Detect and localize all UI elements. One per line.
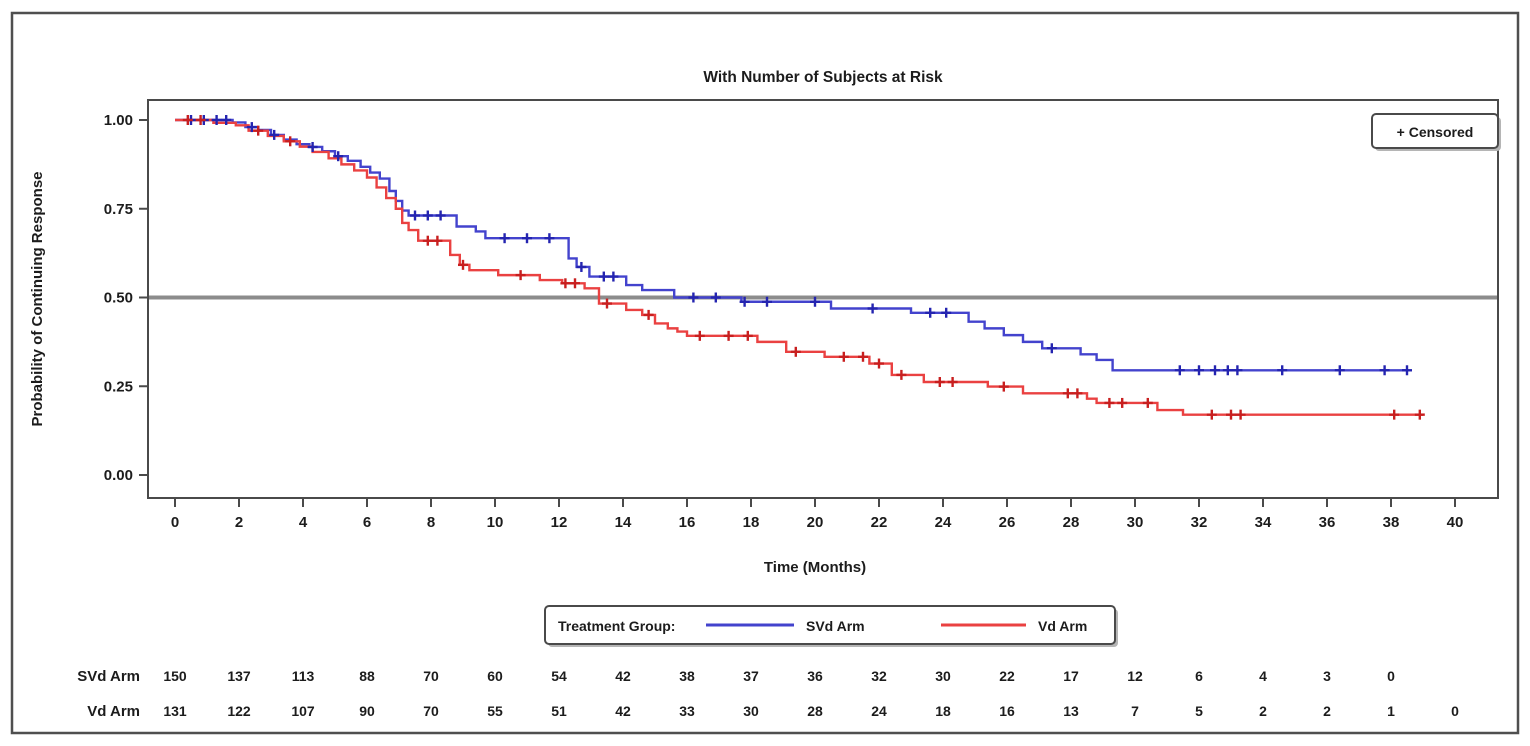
- at-risk-value: 113: [292, 668, 315, 684]
- at-risk-value: 107: [291, 703, 315, 719]
- x-tick-label: 32: [1191, 514, 1208, 531]
- at-risk-row-label-vd: Vd Arm: [87, 703, 140, 720]
- at-risk-value: 18: [935, 703, 951, 719]
- at-risk-value: 17: [1063, 668, 1079, 684]
- km-curve-svd: [175, 118, 1407, 372]
- at-risk-value: 32: [871, 668, 887, 684]
- at-risk-value: 12: [1127, 668, 1143, 684]
- y-tick-label: 0.25: [104, 378, 133, 395]
- x-tick-label: 26: [999, 514, 1016, 531]
- at-risk-value: 3: [1323, 668, 1331, 684]
- at-risk-value: 37: [743, 668, 759, 684]
- x-tick-label: 2: [235, 514, 243, 531]
- at-risk-value: 30: [743, 703, 759, 719]
- x-tick-label: 14: [615, 514, 632, 531]
- figure-border: [10, 11, 1520, 735]
- at-risk-value: 36: [807, 668, 823, 684]
- x-tick-label: 28: [1063, 514, 1080, 531]
- censor-marks-group: [182, 115, 1425, 420]
- at-risk-value: 13: [1063, 703, 1079, 719]
- at-risk-value: 28: [807, 703, 823, 719]
- x-tick-label: 22: [871, 514, 888, 531]
- x-axis-label: Time (Months): [764, 559, 866, 576]
- at-risk-value: 0: [1451, 703, 1459, 719]
- censored-box: + Censored: [1371, 113, 1501, 151]
- at-risk-value: 33: [679, 703, 695, 719]
- at-risk-value: 70: [423, 668, 439, 684]
- x-tick-label: 10: [487, 514, 504, 531]
- at-risk-value: 24: [871, 703, 887, 719]
- x-tick-label: 20: [807, 514, 824, 531]
- x-tick-label: 38: [1383, 514, 1400, 531]
- legend-title: Treatment Group:: [558, 618, 675, 634]
- y-tick-label: 0.00: [104, 467, 133, 484]
- at-risk-value: 2: [1259, 703, 1267, 719]
- at-risk-values-group: 150 137 113 88 70 60 54 42 38 37 36 32 30 22 17 12 6 4 3 01…: [163, 668, 1459, 719]
- at-risk-row-label-svd: SVd Arm: [77, 668, 140, 685]
- at-risk-value: 30: [935, 668, 951, 684]
- censored-box-frame: [1371, 113, 1499, 149]
- at-risk-value: 70: [423, 703, 439, 719]
- km-curve-vd: [175, 118, 1423, 416]
- x-tick-label: 30: [1127, 514, 1144, 531]
- x-tick-label: 12: [551, 514, 568, 531]
- legend-label-svd: SVd Arm: [806, 618, 865, 634]
- at-risk-value: 2: [1323, 703, 1331, 719]
- at-risk-value: 54: [551, 668, 567, 684]
- at-risk-value: 137: [227, 668, 251, 684]
- x-tick-label: 24: [935, 514, 952, 531]
- legend-frame: [544, 605, 1116, 645]
- y-tick-label: 0.75: [104, 201, 133, 218]
- x-tick-label: 18: [743, 514, 760, 531]
- at-risk-value: 38: [679, 668, 695, 684]
- at-risk-value: 1: [1387, 703, 1395, 719]
- x-tick-label: 16: [679, 514, 696, 531]
- censored-label: + Censored: [1397, 124, 1474, 140]
- at-risk-value: 16: [999, 703, 1015, 719]
- chart-title: With Number of Subjects at Risk: [703, 69, 943, 86]
- legend-label-vd: Vd Arm: [1038, 618, 1087, 634]
- x-tick-label: 0: [171, 514, 179, 531]
- plot-frame: [147, 99, 1499, 499]
- at-risk-value: 6: [1195, 668, 1203, 684]
- at-risk-value: 131: [163, 703, 187, 719]
- at-risk-value: 42: [615, 703, 631, 719]
- at-risk-value: 60: [487, 668, 503, 684]
- survival-curves-group: [175, 118, 1423, 416]
- at-risk-value: 7: [1131, 703, 1139, 719]
- at-risk-value: 5: [1195, 703, 1203, 719]
- x-tick-label: 8: [427, 514, 435, 531]
- x-tick-label: 34: [1255, 514, 1272, 531]
- at-risk-value: 51: [551, 703, 567, 719]
- y-axis-label: Probability of Continuing Response: [29, 172, 46, 427]
- at-risk-value: 90: [359, 703, 375, 719]
- x-tick-label: 36: [1319, 514, 1336, 531]
- at-risk-value: 122: [227, 703, 251, 719]
- x-tick-label: 4: [299, 514, 308, 531]
- at-risk-value: 22: [999, 668, 1015, 684]
- y-tick-label: 0.50: [104, 290, 133, 307]
- at-risk-value: 55: [487, 703, 503, 719]
- y-tick-label: 1.00: [104, 112, 133, 129]
- axis-ticks-group: 0 2 4 6 8 10 12 14 16 18 20 22 24 26 28 30 32 34 36 38 401.0…: [104, 112, 1464, 531]
- at-risk-value: 42: [615, 668, 631, 684]
- x-tick-label: 40: [1447, 514, 1464, 531]
- at-risk-value: 150: [163, 668, 187, 684]
- x-tick-label: 6: [363, 514, 371, 531]
- at-risk-value: 88: [359, 668, 375, 684]
- at-risk-value: 0: [1387, 668, 1395, 684]
- at-risk-value: 4: [1259, 668, 1267, 684]
- legend: Treatment Group: SVd Arm Vd Arm: [544, 605, 1118, 647]
